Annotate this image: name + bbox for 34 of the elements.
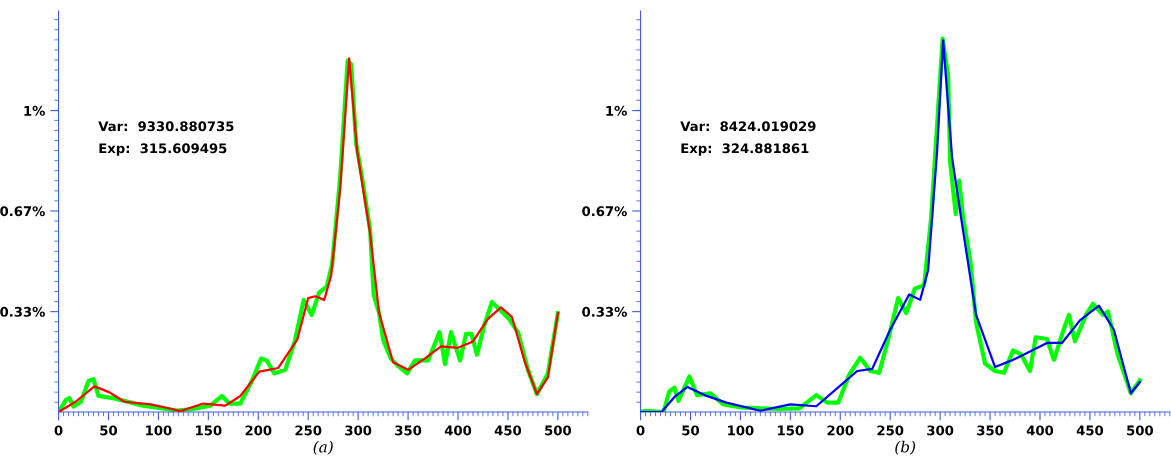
y-tick-label: 0.33% <box>582 306 627 317</box>
annotation: Exp: 315.609495 <box>99 143 227 156</box>
x-tick-label: 100 <box>146 425 172 436</box>
x-tick-label: 0 <box>54 425 63 436</box>
x-tick-label: 500 <box>1127 425 1154 436</box>
x-tick-label: 50 <box>682 425 700 436</box>
x-tick-label: 200 <box>827 425 854 436</box>
x-tick-label: 250 <box>295 425 322 436</box>
x-tick-label: 500 <box>545 425 572 436</box>
x-tick-label: 0 <box>636 425 645 436</box>
x-tick-label: 250 <box>877 425 904 436</box>
x-tick-label: 300 <box>927 425 954 436</box>
y-tick-label: 1% <box>24 105 45 116</box>
y-tick-label: 0.33% <box>0 306 45 317</box>
x-tick-label: 450 <box>1076 425 1104 436</box>
x-tick-label: 400 <box>1026 425 1054 436</box>
x-tick-label: 150 <box>778 425 804 436</box>
x-tick-label: 200 <box>245 425 272 436</box>
x-tick-label: 50 <box>100 425 118 436</box>
y-tick-label: 1% <box>606 105 627 116</box>
x-tick-label: 100 <box>728 425 754 436</box>
x-tick-label: 400 <box>444 425 472 436</box>
y-tick-label: 0.67% <box>582 206 627 217</box>
x-axis-title: (b) <box>895 440 916 455</box>
annotation: Exp: 324.881861 <box>681 143 809 156</box>
y-tick-label: 0.67% <box>0 206 45 217</box>
x-tick-label: 350 <box>395 425 422 436</box>
x-tick-label: 150 <box>196 425 222 436</box>
x-tick-label: 450 <box>494 425 522 436</box>
annotation: Var: 9330.880735 <box>98 121 234 132</box>
x-tick-label: 300 <box>345 425 372 436</box>
x-axis-title: (a) <box>313 440 333 455</box>
x-tick-label: 350 <box>977 425 1004 436</box>
annotation: Var: 8424.019029 <box>680 121 816 132</box>
